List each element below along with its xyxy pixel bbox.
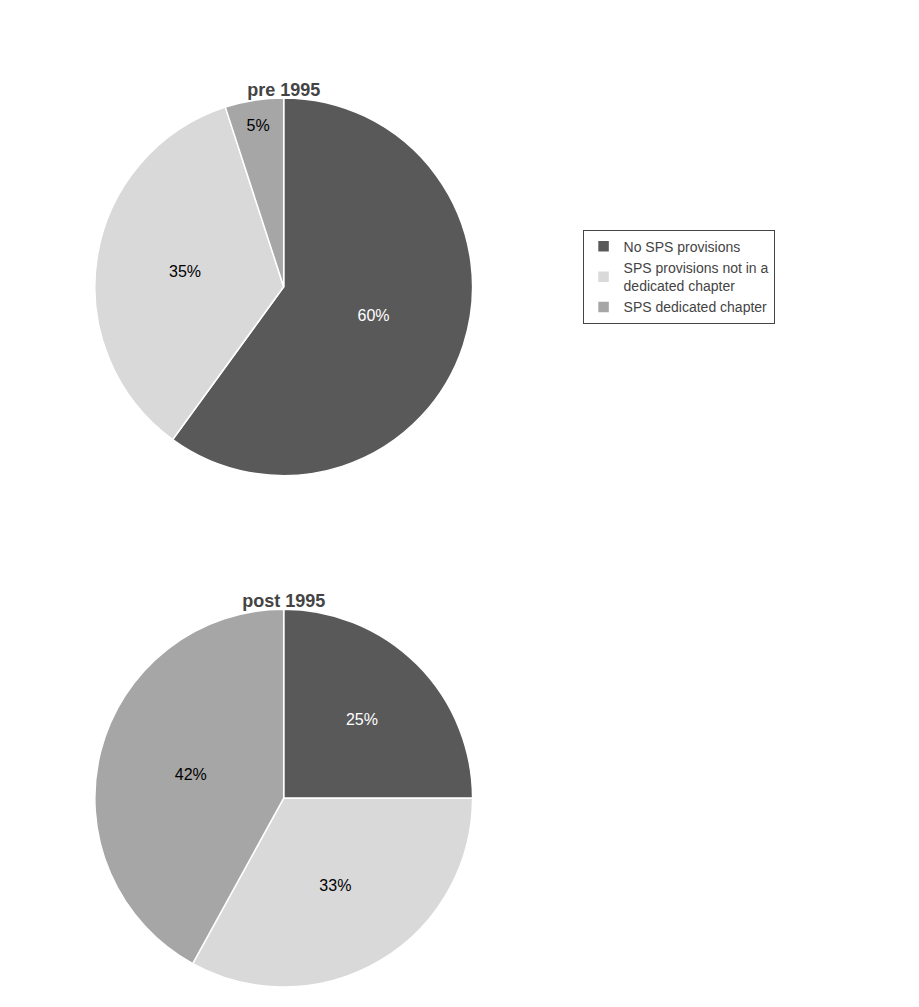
- svg-text:SPS dedicated chapter: SPS dedicated chapter: [624, 299, 768, 315]
- svg-text:5%: 5%: [247, 117, 270, 134]
- svg-text:SPS provisions not in adedicat: SPS provisions not in adedicated chapter: [624, 260, 769, 294]
- svg-text:35%: 35%: [169, 263, 201, 280]
- svg-text:post 1995: post 1995: [242, 591, 325, 611]
- svg-text:33%: 33%: [319, 877, 351, 894]
- svg-text:25%: 25%: [346, 711, 378, 728]
- svg-text:No SPS provisions: No SPS provisions: [624, 239, 741, 255]
- svg-text:42%: 42%: [175, 766, 207, 783]
- svg-text:60%: 60%: [357, 307, 389, 324]
- svg-text:pre 1995: pre 1995: [247, 80, 320, 100]
